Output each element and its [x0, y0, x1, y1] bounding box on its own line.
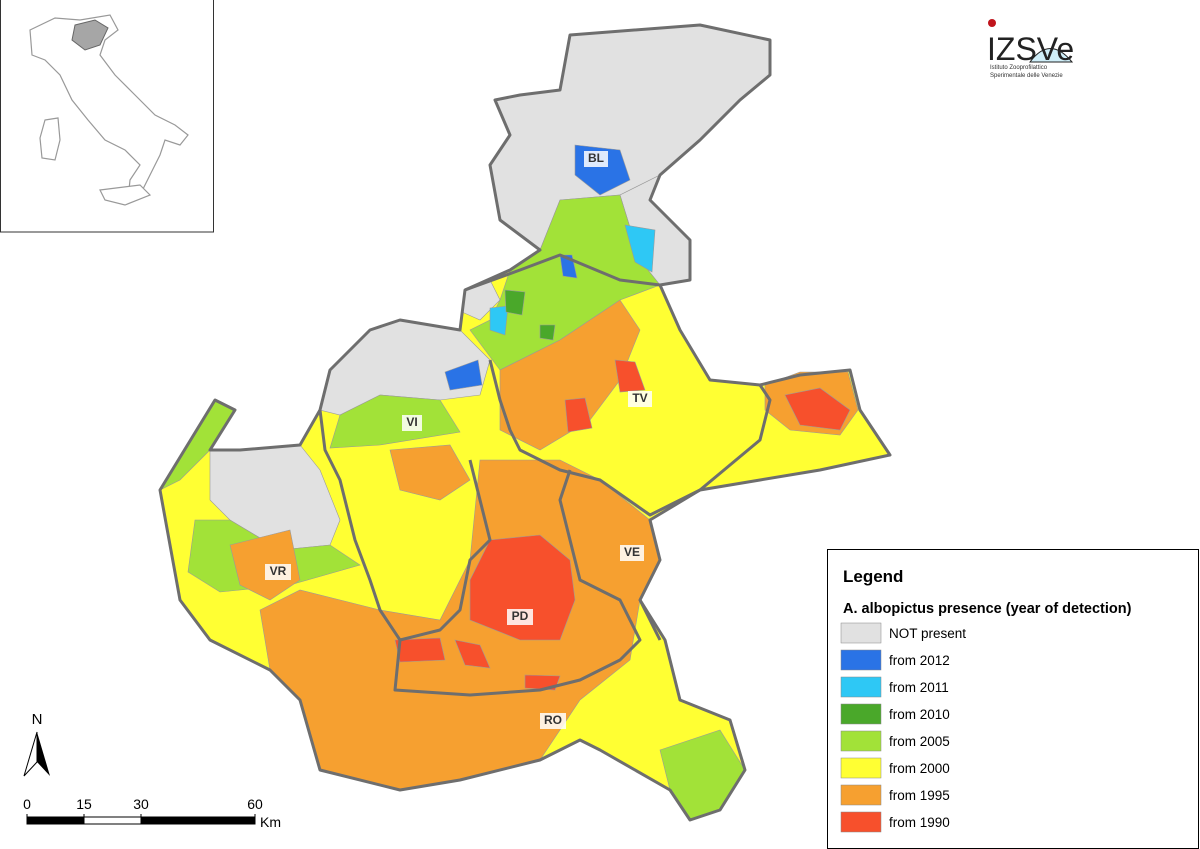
logo-dot	[988, 19, 996, 27]
inset-sicily	[99, 184, 152, 206]
legend-swatch	[840, 757, 882, 779]
arrow-half	[37, 732, 50, 776]
legend-label: from 1995	[889, 788, 950, 803]
legend-label: from 2005	[889, 734, 950, 749]
legend-items: NOT present from 2012 from 2011 from 2010 fr…	[840, 622, 966, 833]
scale-tick-label: 60	[247, 796, 263, 812]
province-label: PD	[512, 609, 529, 623]
legend-label: from 2012	[889, 653, 950, 668]
legend-label: from 2011	[889, 680, 949, 695]
scale-segment	[26, 816, 85, 825]
legend-swatch	[840, 676, 882, 698]
scale-tick-label: 0	[23, 796, 31, 812]
region-area	[504, 289, 526, 316]
inset-sardinia	[39, 117, 61, 161]
logo-mark: IZSVe	[987, 31, 1074, 67]
scale-unit: Km	[260, 814, 281, 830]
region-area	[389, 444, 471, 501]
logo: IZSVe Istituto Zooprofilattico Speriment…	[987, 19, 1074, 79]
label-box	[620, 545, 644, 561]
province-labels: BL TV VI VR VE PD RO	[265, 151, 652, 729]
region-area	[784, 387, 851, 431]
province-label: BL	[588, 151, 604, 165]
region-area	[394, 637, 446, 663]
province-border	[318, 409, 402, 641]
inset-italy	[29, 14, 189, 201]
logo-text: Sperimentale delle Venezie	[990, 73, 1063, 79]
province-border	[638, 599, 662, 641]
legend-title: Legend	[843, 567, 903, 586]
inset-veneto	[71, 19, 109, 51]
region-area	[614, 359, 646, 393]
scale-tick-label: 15	[76, 796, 92, 812]
label-box	[540, 713, 566, 729]
region-area	[329, 394, 461, 449]
province-label: VI	[406, 415, 417, 429]
label-box	[265, 564, 291, 580]
legend-swatch	[840, 811, 882, 833]
province-label: RO	[544, 713, 562, 727]
legend-label: from 2010	[889, 707, 950, 722]
north-label: N	[32, 711, 43, 728]
legend-label: NOT present	[889, 626, 966, 641]
legend-swatch	[840, 730, 882, 752]
logo-text: Istituto Zooprofilattico	[990, 65, 1048, 71]
label-box	[402, 415, 422, 431]
region-outline	[158, 23, 892, 822]
label-box	[584, 151, 608, 167]
north-arrow: N	[23, 711, 50, 777]
scale-tick-label: 30	[133, 796, 149, 812]
province-label: TV	[632, 391, 647, 405]
province-label: VR	[270, 564, 287, 578]
region-area	[489, 305, 509, 336]
province-border	[488, 359, 772, 517]
scale-segment	[83, 816, 142, 825]
province-border	[464, 253, 661, 292]
legend-label: from 1990	[889, 815, 950, 830]
region-area	[444, 359, 483, 391]
region-area	[624, 224, 656, 273]
legend-swatch	[840, 622, 882, 644]
legend-swatch	[840, 784, 882, 806]
legend-swatch	[840, 703, 882, 725]
logo-arch	[1029, 48, 1074, 63]
region-area	[454, 639, 491, 669]
region-area	[469, 534, 576, 641]
arrow-half	[23, 731, 38, 777]
province-border	[393, 459, 642, 697]
legend-swatch	[840, 649, 882, 671]
legend-frame	[827, 549, 1199, 849]
legend-subtitle: A. albopictus presence (year of detectio…	[843, 601, 1132, 617]
region-area	[564, 397, 593, 433]
legend-label: from 2000	[889, 761, 950, 776]
label-box	[628, 391, 652, 407]
region-area	[539, 324, 556, 341]
scale-segment	[140, 816, 256, 825]
scale-bar: 0 15 30 60 Km	[23, 796, 281, 830]
label-box	[507, 609, 533, 625]
province-label: VE	[624, 545, 640, 559]
